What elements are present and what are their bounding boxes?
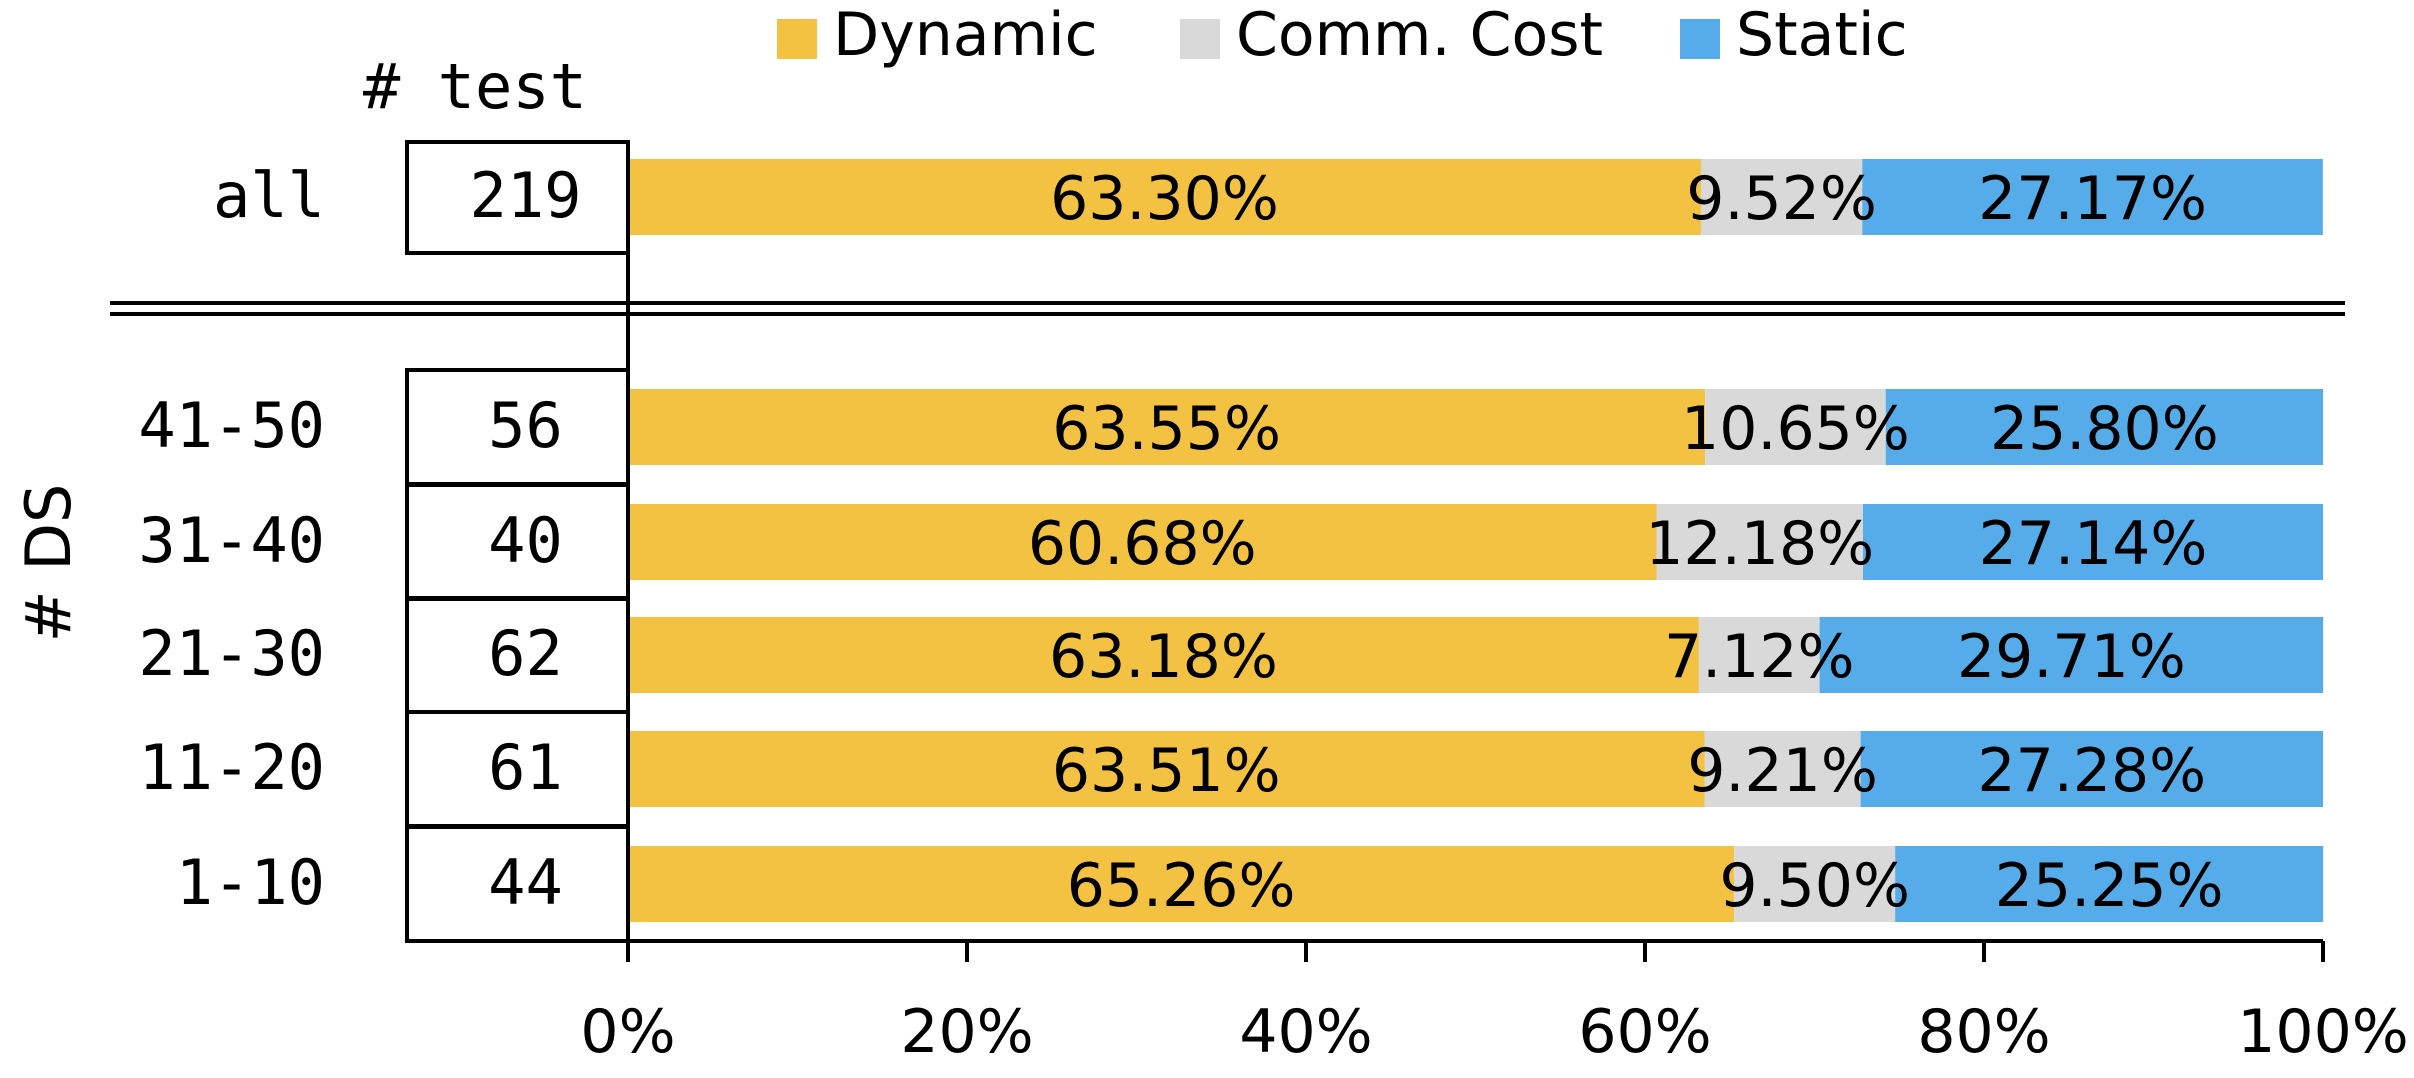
x-tick-label: 40% bbox=[1239, 997, 1372, 1067]
row-label: 31-40 bbox=[138, 504, 325, 577]
bar-segment-comm-cost bbox=[1704, 731, 1861, 807]
y-axis-label: # DS bbox=[12, 484, 85, 643]
bar-segment-comm-cost bbox=[1656, 504, 1863, 580]
count-value: 61 bbox=[488, 731, 563, 804]
data-label: 27.14% bbox=[1979, 509, 2208, 579]
row-label: 41-50 bbox=[138, 389, 325, 462]
data-label: 9.50% bbox=[1719, 851, 1910, 921]
x-tick-label: 80% bbox=[1917, 997, 2050, 1067]
bar-segment-comm-cost bbox=[1698, 617, 1820, 693]
x-tick-label: 20% bbox=[900, 997, 1033, 1067]
data-label: 63.51% bbox=[1052, 736, 1281, 806]
bar-segment-dynamic bbox=[628, 159, 1701, 235]
data-label: 9.21% bbox=[1687, 736, 1878, 806]
x-tick-label: 0% bbox=[580, 997, 675, 1067]
bar-segment-dynamic bbox=[628, 617, 1699, 693]
row-label: 21-30 bbox=[138, 617, 325, 690]
data-label: 29.71% bbox=[1957, 622, 2186, 692]
data-label: 9.52% bbox=[1686, 164, 1877, 234]
x-tick-label: 60% bbox=[1578, 997, 1711, 1067]
data-label: 12.18% bbox=[1645, 509, 1874, 579]
legend-swatch-1 bbox=[1180, 19, 1220, 59]
chart-frame bbox=[110, 140, 2345, 962]
row-label: all bbox=[213, 159, 325, 232]
bar-segment-static bbox=[1885, 389, 2323, 465]
data-label: 27.17% bbox=[1978, 164, 2207, 234]
bar-segment-comm-cost bbox=[1734, 846, 1896, 922]
data-label: 7.12% bbox=[1664, 622, 1855, 692]
count-header: # test bbox=[363, 50, 587, 123]
data-label: 60.68% bbox=[1028, 509, 1257, 579]
bar-segment-dynamic bbox=[628, 504, 1657, 580]
bar-segment-dynamic bbox=[628, 846, 1735, 922]
bar-segment-static bbox=[1819, 617, 2324, 693]
x-tick-label: 100% bbox=[2237, 997, 2409, 1067]
legend-swatch-2 bbox=[1680, 19, 1720, 59]
x-axis: 0% 20% 40% 60% 80% 100% bbox=[407, 939, 2409, 1067]
count-value: 44 bbox=[488, 846, 563, 919]
legend-label-0: Dynamic bbox=[833, 0, 1098, 70]
data-label: 65.26% bbox=[1067, 851, 1296, 921]
data-label: 63.55% bbox=[1052, 394, 1281, 464]
data-label: 63.30% bbox=[1050, 164, 1279, 234]
row-label: 11-20 bbox=[138, 731, 325, 804]
data-label: 63.18% bbox=[1049, 622, 1278, 692]
data-label: 25.80% bbox=[1990, 394, 2219, 464]
data-label: 25.25% bbox=[1995, 851, 2224, 921]
legend-label-2: Static bbox=[1736, 0, 1908, 70]
count-value: 219 bbox=[470, 159, 582, 232]
legend-swatch-0 bbox=[777, 19, 817, 59]
bar-segment-static bbox=[1895, 846, 2324, 922]
legend-label-1: Comm. Cost bbox=[1236, 0, 1603, 70]
count-value: 56 bbox=[488, 389, 563, 462]
data-label: 27.28% bbox=[1977, 736, 2206, 806]
bar-segment-static bbox=[1860, 731, 2323, 807]
data-label: 10.65% bbox=[1681, 394, 1910, 464]
bar-segment-comm-cost bbox=[1705, 389, 1886, 465]
count-value: 62 bbox=[488, 617, 563, 690]
bar-segment-dynamic bbox=[628, 731, 1705, 807]
bar-segment-static bbox=[1862, 159, 2323, 235]
row-label: 1-10 bbox=[176, 846, 325, 919]
legend: Dynamic Comm. Cost Static bbox=[777, 0, 1908, 70]
bar-segment-comm-cost bbox=[1700, 159, 1863, 235]
bar-segment-dynamic bbox=[628, 389, 1706, 465]
count-value: 40 bbox=[488, 504, 563, 577]
bar-segment-static bbox=[1862, 504, 2323, 580]
bar-rows: all 219 63.30% 9.52% 27.17% 41-50 56 63.55% 10.6… bbox=[138, 159, 2324, 922]
